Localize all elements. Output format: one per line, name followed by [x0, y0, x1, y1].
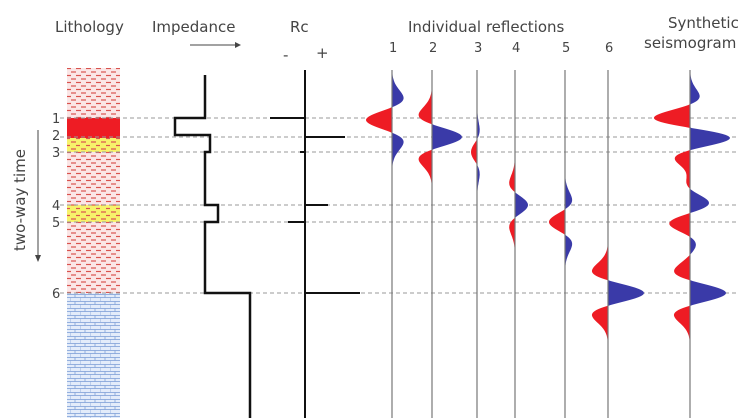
impedance-log — [173, 75, 252, 418]
arrowhead — [235, 42, 241, 48]
wavelet-negative — [509, 70, 515, 418]
wavelet-negative — [653, 70, 690, 418]
header: Individual reflections — [408, 18, 565, 36]
layer — [67, 293, 120, 418]
header: Synthetic — [668, 14, 738, 32]
layer — [67, 152, 120, 205]
trace-label: 4 — [512, 41, 520, 56]
wavelet-positive — [565, 70, 573, 418]
trace-label: 2 — [429, 41, 437, 56]
axis-label: two-way time — [11, 149, 29, 251]
header: + — [316, 44, 329, 62]
header: - — [283, 46, 288, 64]
header: Lithology — [55, 18, 124, 36]
arrowhead — [35, 255, 41, 262]
layer-label: 2 — [52, 129, 60, 144]
layer-label: 1 — [52, 112, 60, 127]
layer — [67, 205, 120, 222]
trace-label: 1 — [389, 41, 397, 56]
wavelet-negative — [549, 70, 565, 418]
layer — [67, 138, 120, 152]
wavelet-positive — [515, 70, 528, 418]
wavelets — [366, 70, 730, 418]
layer-label: 6 — [52, 287, 60, 302]
layer — [67, 118, 120, 138]
trace-label: 3 — [474, 41, 482, 56]
wavelet-positive — [690, 70, 730, 418]
wavelet-negative — [471, 70, 477, 418]
trace-label: 6 — [605, 41, 613, 56]
layer — [67, 222, 120, 293]
header: Impedance — [152, 18, 235, 36]
rc-log — [270, 70, 360, 418]
wavelet-negative — [366, 70, 392, 418]
wavelet-negative — [418, 70, 432, 418]
wavelet-positive — [608, 70, 644, 418]
wavelet-positive — [432, 70, 462, 418]
layer-label: 5 — [52, 216, 60, 231]
header: Rc — [290, 18, 309, 36]
wavelet-positive — [392, 70, 404, 418]
layer — [67, 68, 120, 118]
wavelet-negative — [591, 70, 608, 418]
layer-label: 4 — [52, 199, 60, 214]
trace-label: 5 — [562, 41, 570, 56]
header: seismogram — [644, 34, 736, 52]
layer-label: 3 — [52, 146, 60, 161]
